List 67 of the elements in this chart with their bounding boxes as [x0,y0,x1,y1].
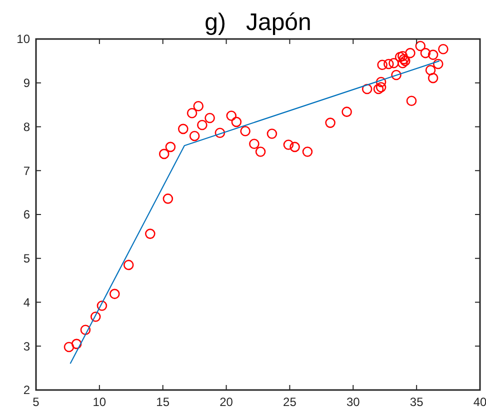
x-tick-label: 40 [473,395,486,409]
point [266,128,278,139]
point [80,324,91,336]
x-tick-label: 15 [156,395,170,409]
point [231,116,242,128]
point [240,126,250,136]
point [186,108,198,118]
point [197,120,208,130]
point [325,118,336,128]
point [178,124,188,134]
point [376,82,386,92]
point [391,70,402,80]
point [189,130,200,142]
point [145,228,156,239]
point [377,60,388,70]
point [397,58,408,68]
point [193,100,204,112]
point [406,96,417,106]
point [290,142,300,152]
y-tick-label: 2 [23,383,30,398]
point [158,148,170,160]
point [162,194,174,204]
x-tick-label: 30 [346,395,360,409]
point [90,312,101,322]
point [204,112,215,124]
y-tick-label: 6 [23,208,30,222]
point [394,52,406,62]
x-tick-label: 5 [32,395,40,409]
y-tick-label: 7 [23,164,30,178]
point [376,76,386,88]
x-tick-label: 25 [283,395,297,409]
point [428,72,438,84]
point [123,260,134,270]
point [425,65,436,76]
point [373,84,384,94]
point [342,106,352,117]
point [283,140,294,150]
chart-title: g) Japón [204,9,312,36]
point [415,40,426,52]
point [165,142,176,152]
x-tick-label: 10 [92,395,106,409]
y-tick-label: 5 [23,252,30,266]
point [428,50,438,60]
point [255,146,266,157]
point [420,48,431,58]
y-tick-label: 8 [23,120,30,134]
point [362,84,372,94]
y-tick-label: 4 [23,295,30,310]
point [249,138,260,150]
point [438,44,448,54]
point [397,50,408,62]
x-tick-label: 35 [410,395,424,409]
point [214,128,226,138]
point [302,146,313,157]
y-tick-label: 3 [23,339,30,354]
point [110,288,120,300]
point [384,58,394,70]
point [64,342,74,352]
point [71,338,82,350]
point [388,58,399,68]
point [96,300,108,311]
y-tick-label: 10 [16,32,30,46]
point [432,58,444,70]
point [405,48,416,58]
x-tick-label: 20 [220,395,234,409]
point [226,110,237,121]
y-tick-label: 9 [23,76,30,90]
